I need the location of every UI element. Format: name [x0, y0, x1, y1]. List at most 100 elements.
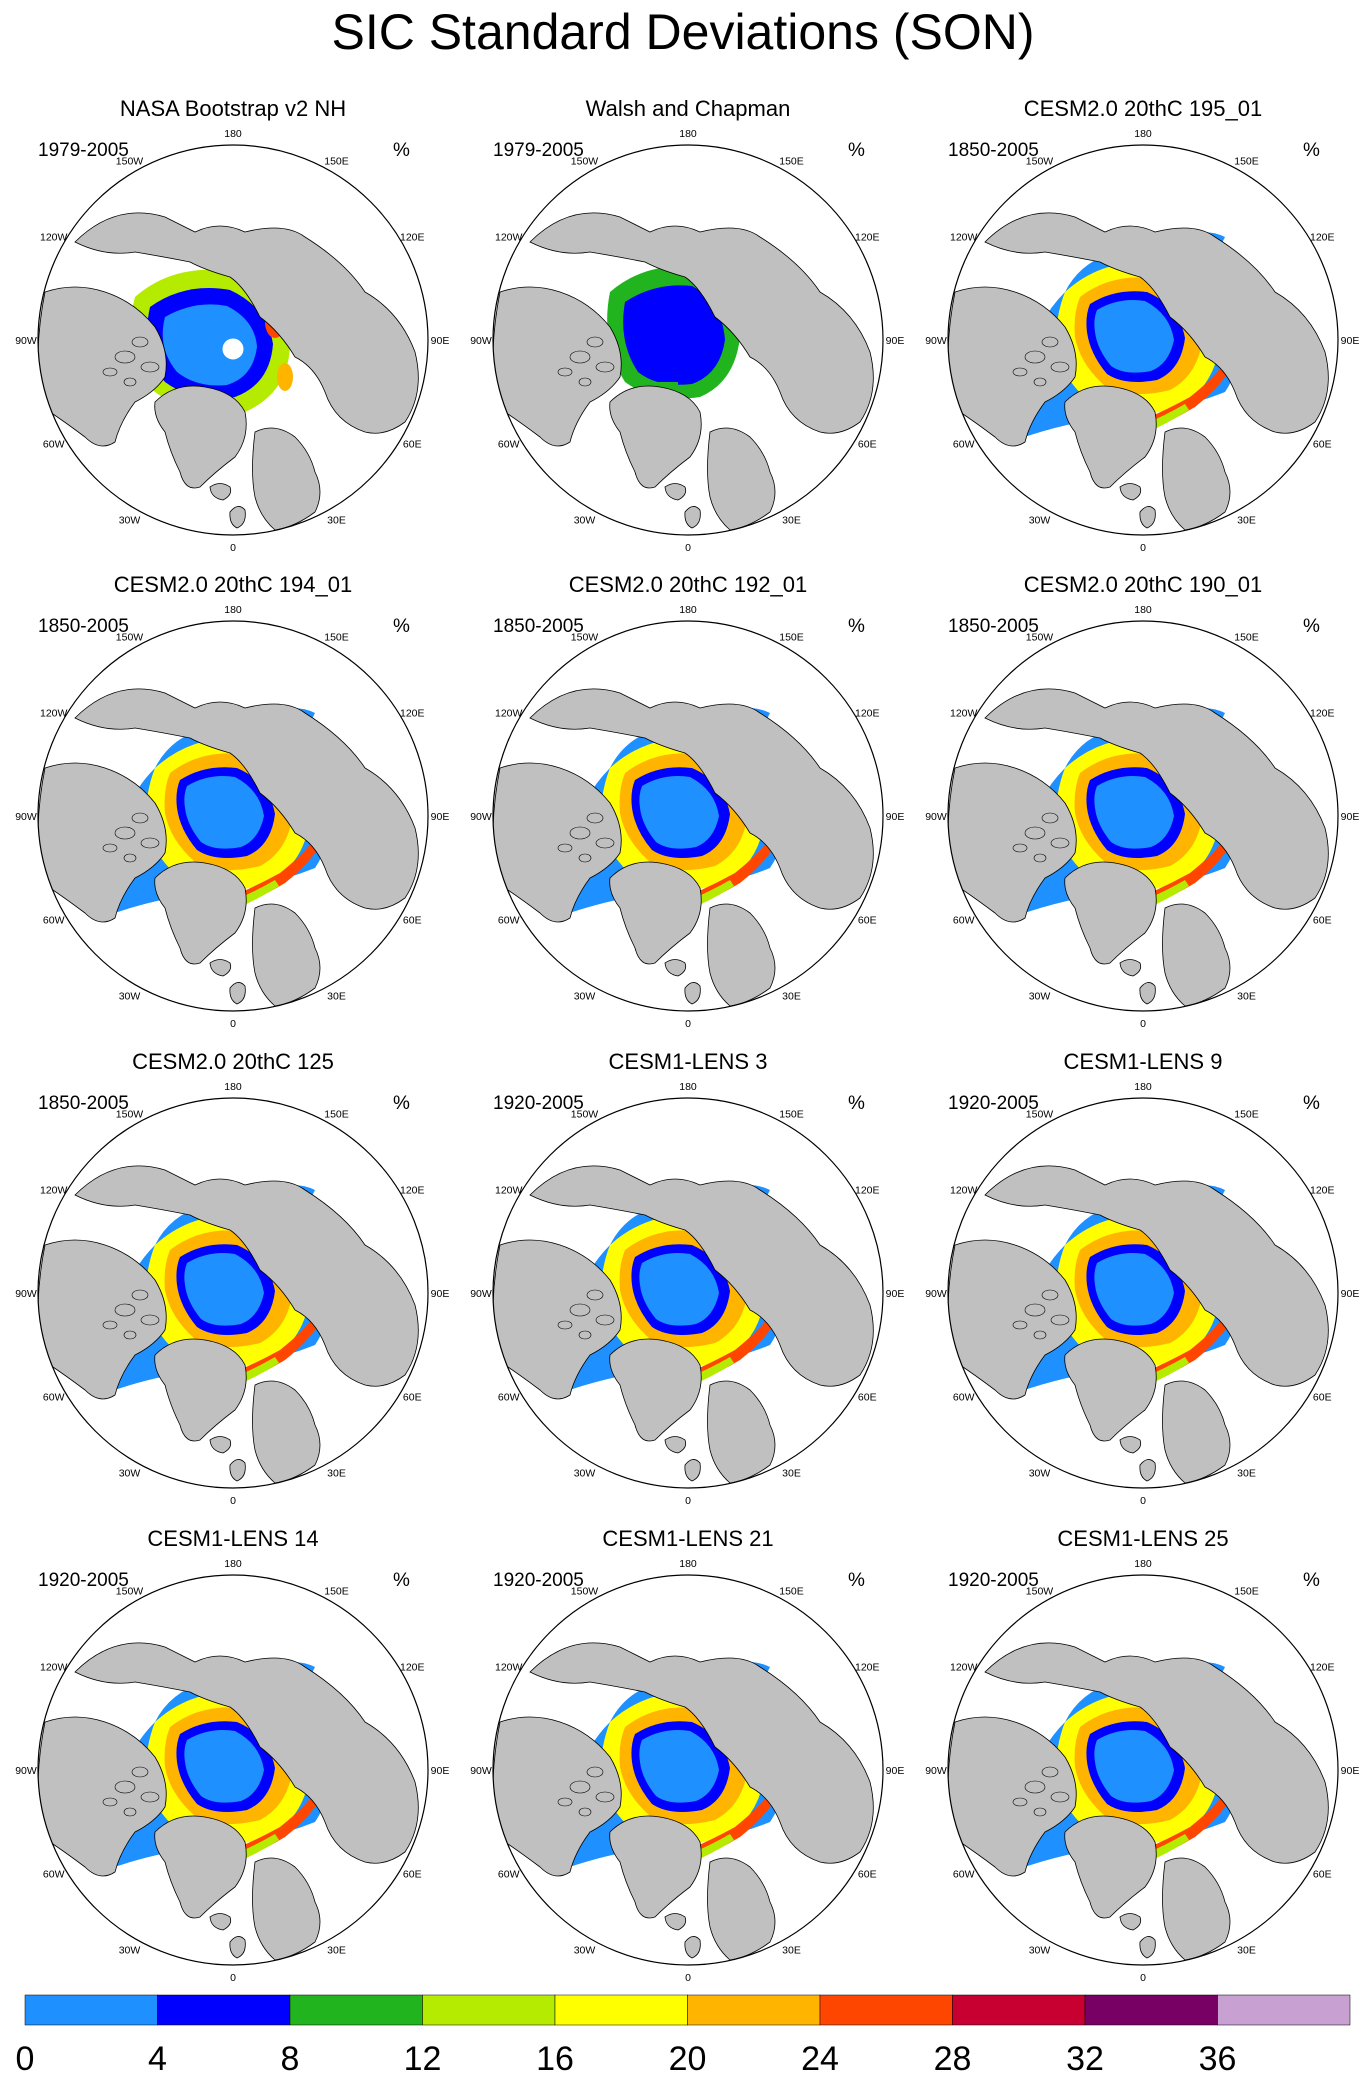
- longitude-label: 120E: [400, 232, 425, 244]
- sic-band: [1094, 776, 1174, 849]
- longitude-label: 120E: [1310, 1185, 1335, 1197]
- map-panel-svg: CESM2.0 20thC 190_01 1850-2005 % 180 150W 150…: [925, 572, 1360, 1030]
- longitude-label: 90W: [15, 1765, 37, 1777]
- longitude-label: 30W: [574, 990, 596, 1002]
- longitude-label: 120W: [950, 708, 978, 720]
- island: [1033, 377, 1047, 387]
- longitude-label: 60E: [403, 915, 422, 927]
- longitude-label: 60W: [498, 1392, 520, 1404]
- polar-map: [493, 1098, 883, 1488]
- island: [1050, 1791, 1070, 1803]
- longitude-label: 90E: [431, 811, 450, 823]
- island: [1041, 1289, 1059, 1301]
- longitude-label: 120E: [400, 1662, 425, 1674]
- sic-band: [162, 304, 257, 386]
- island: [557, 367, 573, 377]
- island: [1033, 853, 1047, 863]
- longitude-label: 60E: [858, 1869, 877, 1881]
- island: [595, 361, 615, 373]
- longitude-label: 90W: [925, 335, 947, 347]
- island: [557, 1797, 573, 1807]
- longitude-label: 150E: [1234, 1586, 1259, 1598]
- longitude-label: 120W: [40, 1185, 68, 1197]
- colorbar-tick-label: 16: [536, 2040, 574, 2078]
- panel-title: CESM1-LENS 3: [609, 1049, 768, 1074]
- longitude-label: 30W: [574, 1467, 596, 1479]
- land-mass: [1139, 1459, 1156, 1482]
- colorbar-tick-label: 20: [669, 2040, 707, 2078]
- map-panel: CESM2.0 20thC 190_01 1850-2005% 180 150W 150…: [915, 568, 1366, 1046]
- panel-period: 1979-2005: [38, 140, 129, 161]
- land-mass: [209, 1913, 232, 1931]
- longitude-label: 150W: [1026, 156, 1054, 168]
- island: [1041, 1766, 1059, 1778]
- panel-period: 1850-2005: [948, 616, 1039, 637]
- land-mass: [529, 688, 874, 910]
- land-mass: [609, 1815, 702, 1919]
- longitude-label: 180: [679, 604, 697, 616]
- land-mass: [664, 1913, 687, 1931]
- longitude-label: 90E: [1341, 811, 1360, 823]
- colorbar-tick-label: 0: [16, 2040, 35, 2078]
- map-boundary: [37, 1574, 429, 1966]
- longitude-label: 90E: [431, 1288, 450, 1300]
- map-panel: Walsh and Chapman 1979-2005% 180 150W 150E 12…: [460, 92, 915, 570]
- longitude-label: 30W: [574, 514, 596, 526]
- map-boundary: [947, 1574, 1339, 1966]
- sic-band: [639, 1730, 719, 1803]
- longitude-label: 150W: [1026, 632, 1054, 644]
- longitude-label: 60E: [1313, 439, 1332, 451]
- longitude-label: 150W: [116, 1586, 144, 1598]
- land-mass: [1139, 1936, 1156, 1959]
- land-mass: [984, 1642, 1329, 1864]
- panel-title: CESM2.0 20thC 125: [132, 1049, 334, 1074]
- sic-band: [639, 776, 719, 849]
- longitude-label: 30E: [1237, 514, 1256, 526]
- polar-map: [493, 621, 883, 1011]
- longitude-label: 60E: [403, 439, 422, 451]
- island: [131, 1766, 149, 1778]
- units-label: %: [1303, 1570, 1320, 1591]
- land-mass: [229, 506, 246, 529]
- longitude-label: 60E: [858, 1392, 877, 1404]
- longitude-label: 60E: [1313, 1869, 1332, 1881]
- longitude-label: 180: [224, 604, 242, 616]
- panel-title: Walsh and Chapman: [586, 96, 791, 121]
- panel-period: 1979-2005: [493, 140, 584, 161]
- island: [578, 1330, 592, 1340]
- island: [123, 1330, 137, 1340]
- island: [557, 1320, 573, 1330]
- polar-map: [948, 1575, 1338, 1965]
- colorbar: 0 4 8 12 16 20 24 28 32 36: [16, 1994, 1351, 2078]
- longitude-label: 150W: [1026, 1586, 1054, 1598]
- map-panel: CESM2.0 20thC 125 1850-2005% 180 150W 150E 12…: [5, 1045, 460, 1523]
- map-boundary: [947, 620, 1339, 1012]
- longitude-label: 150W: [571, 1586, 599, 1598]
- polar-map: [948, 1098, 1338, 1488]
- island: [1012, 1797, 1028, 1807]
- polar-map: [948, 145, 1338, 535]
- longitude-label: 30W: [574, 1944, 596, 1956]
- longitude-label: 120W: [40, 232, 68, 244]
- colorbar-segment: [1084, 1994, 1218, 2026]
- panel-period: 1850-2005: [493, 616, 584, 637]
- map-boundary: [947, 144, 1339, 536]
- units-label: %: [848, 140, 865, 161]
- longitude-label: 150W: [1026, 1109, 1054, 1121]
- map-panel: CESM1-LENS 25 1920-2005% 180 150W 150E 120W 12…: [915, 1522, 1366, 2000]
- island: [131, 812, 149, 824]
- colorbar-tick-label: 36: [1199, 2040, 1237, 2078]
- longitude-label: 90W: [15, 1288, 37, 1300]
- sic-band: [1094, 300, 1174, 373]
- colorbar-segment: [819, 1994, 953, 2026]
- map-boundary: [492, 1574, 884, 1966]
- island: [1050, 361, 1070, 373]
- longitude-label: 120W: [495, 708, 523, 720]
- island: [123, 853, 137, 863]
- land-mass: [684, 1459, 701, 1482]
- land-mass: [707, 1380, 776, 1484]
- land-mass: [664, 959, 687, 977]
- map-panel-svg: CESM1-LENS 21 1920-2005 % 180 150W 150E 120W 12…: [470, 1526, 904, 1984]
- longitude-label: 120W: [40, 1662, 68, 1674]
